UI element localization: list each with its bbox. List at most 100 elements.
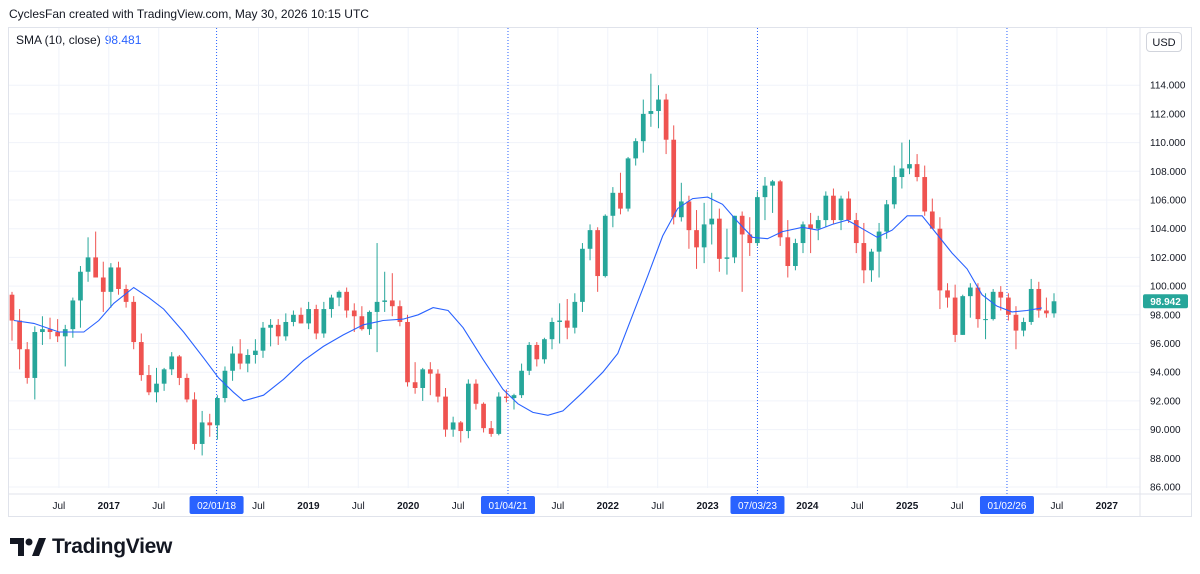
candle-body bbox=[1006, 297, 1011, 315]
candle-body bbox=[671, 139, 677, 218]
sma-line bbox=[13, 196, 1042, 416]
candle-body bbox=[724, 257, 730, 259]
candle-body bbox=[260, 327, 266, 351]
price-tick-label: 100.000 bbox=[1150, 282, 1187, 293]
candle-body bbox=[47, 329, 53, 333]
time-tick-label: 2023 bbox=[696, 501, 719, 512]
candle-body bbox=[808, 224, 813, 229]
candle-body bbox=[511, 395, 517, 399]
candle-body bbox=[192, 399, 197, 444]
candle-body bbox=[24, 349, 30, 378]
price-tick-label: 104.000 bbox=[1150, 224, 1187, 235]
candle-body bbox=[914, 164, 920, 178]
candle-body bbox=[131, 301, 137, 343]
candle-body bbox=[214, 398, 220, 426]
candle-body bbox=[815, 220, 821, 229]
candlestick-series bbox=[9, 73, 1057, 456]
candle-body bbox=[610, 192, 616, 216]
price-tick-label: 94.000 bbox=[1150, 368, 1181, 379]
price-tick-label: 90.000 bbox=[1150, 425, 1181, 436]
candle-body bbox=[359, 316, 365, 330]
attribution-text: CyclesFan created with TradingView.com, … bbox=[9, 7, 369, 21]
candle-body bbox=[876, 231, 882, 252]
candle-body bbox=[230, 353, 235, 371]
candle-body bbox=[595, 230, 601, 277]
candle-body bbox=[367, 311, 372, 330]
candle-body bbox=[488, 428, 494, 434]
candle-body bbox=[481, 403, 486, 429]
candle-body bbox=[313, 309, 319, 334]
time-tick-label: Jul bbox=[651, 501, 664, 512]
candle-body bbox=[443, 396, 448, 430]
time-tick-label: 2020 bbox=[397, 501, 420, 512]
candle-body bbox=[405, 321, 410, 383]
candle-body bbox=[427, 369, 433, 374]
candle-body bbox=[998, 291, 1004, 298]
candle-body bbox=[336, 291, 342, 298]
candle-body bbox=[648, 111, 654, 114]
candle-body bbox=[78, 271, 83, 301]
candle-body bbox=[800, 224, 806, 244]
candle-body bbox=[412, 382, 418, 388]
tradingview-logo[interactable]: TradingView bbox=[10, 534, 172, 560]
time-tick-label: 2019 bbox=[297, 501, 320, 512]
cycle-marker-flag bbox=[189, 496, 244, 514]
price-tick-label: 92.000 bbox=[1150, 396, 1181, 407]
price-tick-label: 96.000 bbox=[1150, 339, 1181, 350]
candle-body bbox=[686, 201, 692, 231]
candle-body bbox=[967, 287, 973, 297]
candle-body bbox=[9, 294, 15, 321]
candle-body bbox=[351, 310, 357, 317]
candle-body bbox=[861, 243, 867, 271]
indicator-legend[interactable]: SMA (10, close) 98.481 bbox=[16, 33, 141, 47]
candle-body bbox=[1051, 301, 1057, 314]
candle-body bbox=[329, 297, 334, 310]
candle-body bbox=[899, 168, 905, 178]
time-tick-label: Jul bbox=[352, 501, 365, 512]
time-tick-label: 2022 bbox=[597, 501, 620, 512]
candle-body bbox=[602, 215, 608, 277]
currency-button[interactable]: USD bbox=[1146, 32, 1182, 52]
candle-body bbox=[298, 314, 304, 324]
time-axis: Jul 2017 Jul Jul 2019 Jul 2020 Jul Jul 2022 Jul 202… bbox=[53, 501, 1119, 512]
candle-body bbox=[169, 356, 175, 370]
candle-body bbox=[1021, 321, 1026, 331]
last-price-badge bbox=[1143, 294, 1188, 309]
candle-body bbox=[755, 197, 760, 244]
candle-body bbox=[108, 267, 114, 292]
candle-body bbox=[382, 300, 388, 302]
candle-body bbox=[549, 321, 555, 340]
candle-body bbox=[504, 396, 509, 399]
candle-body bbox=[542, 339, 547, 360]
candle-body bbox=[245, 354, 251, 364]
price-tick-label: 114.000 bbox=[1150, 81, 1186, 92]
cycle-marker-date: 01/02/26 bbox=[988, 501, 1027, 512]
candle-body bbox=[709, 218, 715, 225]
candle-body bbox=[633, 141, 639, 159]
candle-body bbox=[526, 344, 532, 371]
candle-body bbox=[93, 257, 99, 278]
candle-body bbox=[146, 375, 152, 393]
candle-body bbox=[321, 309, 327, 334]
candle-body bbox=[100, 277, 106, 292]
candle-body bbox=[929, 211, 935, 229]
candle-body bbox=[116, 267, 121, 289]
sma-legend-value: 98.481 bbox=[104, 33, 142, 47]
price-tick-label: 110.000 bbox=[1150, 138, 1186, 149]
time-tick-label: Jul bbox=[53, 501, 66, 512]
time-tick-label: Jul bbox=[152, 501, 165, 512]
candle-body bbox=[891, 177, 897, 205]
candle-body bbox=[945, 290, 950, 298]
candle-body bbox=[374, 301, 380, 312]
candle-body bbox=[207, 422, 213, 426]
candle-body bbox=[640, 113, 646, 142]
candle-body bbox=[450, 422, 456, 430]
cycle-marker-flag bbox=[730, 496, 785, 514]
candle-body bbox=[793, 243, 798, 267]
candle-body bbox=[184, 377, 190, 400]
candle-body bbox=[435, 373, 441, 397]
candle-body bbox=[154, 383, 159, 393]
candle-body bbox=[199, 422, 205, 444]
candle-body bbox=[777, 181, 783, 238]
